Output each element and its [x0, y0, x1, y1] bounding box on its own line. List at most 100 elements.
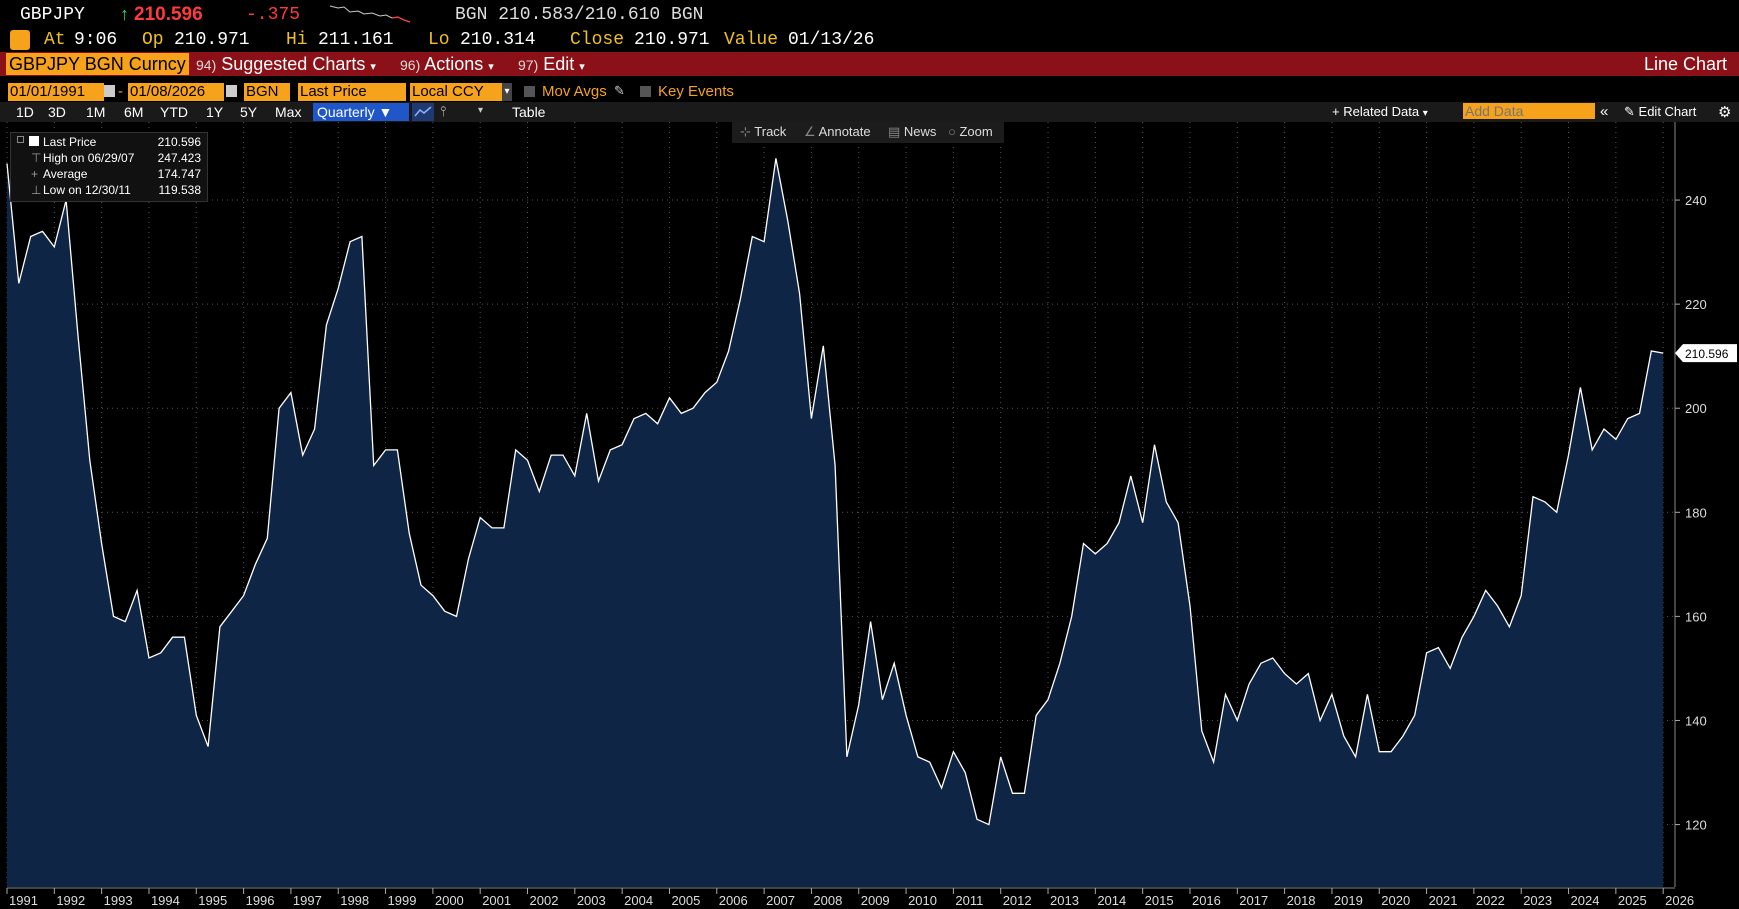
caret-down-icon[interactable]: ▾ [478, 105, 484, 116]
y-tick-label: 160 [1685, 609, 1707, 624]
legend-high-value: 247.423 [157, 151, 201, 165]
pencil-icon[interactable]: ✎ [614, 83, 625, 98]
suggested-label: Suggested Charts [221, 54, 366, 74]
key-events-checkbox[interactable] [640, 86, 651, 97]
calendar-icon[interactable] [226, 85, 237, 97]
currency-selector[interactable]: Local CCY [410, 83, 510, 101]
collapse-icon[interactable]: « [1600, 103, 1609, 120]
at-label: At [44, 30, 66, 50]
actions-menu[interactable]: 96) Actions ▾ [400, 53, 494, 78]
y-tick-label: 220 [1685, 297, 1707, 312]
tool-icon: ▤ [888, 124, 904, 139]
end-date-field[interactable]: 01/08/2026 [128, 83, 224, 101]
tool-label: Annotate [818, 124, 871, 139]
edit-menu[interactable]: 97) Edit ▾ [518, 53, 585, 78]
edit-chart-label: Edit Chart [1638, 104, 1697, 119]
period-button[interactable]: YTD [160, 104, 188, 120]
x-tick-label: 2003 [577, 893, 606, 908]
chart-tool-button[interactable]: ∠ Annotate [804, 124, 871, 140]
mov-avgs-checkbox[interactable] [524, 86, 535, 97]
x-tick-label: 2007 [766, 893, 795, 908]
intraday-sparkline [330, 5, 411, 23]
period-button[interactable]: Max [275, 104, 302, 120]
x-tick-label: 2016 [1192, 893, 1221, 908]
edit-chart-button[interactable]: ✎ Edit Chart [1624, 104, 1696, 120]
y-tick-label: 200 [1685, 401, 1707, 416]
frequency-label: Quarterly [317, 104, 375, 120]
period-button[interactable]: 5Y [240, 104, 258, 120]
security-name[interactable]: GBPJPY BGN Curncy [6, 53, 189, 75]
gear-icon[interactable]: ⚙ [1718, 104, 1732, 121]
high-value: 211.161 [318, 30, 394, 50]
legend-last-label: Last Price [43, 135, 97, 149]
x-tick-label: 2010 [908, 893, 937, 908]
candlestick-icon[interactable]: ⫯ [440, 103, 447, 119]
calendar-icon[interactable] [104, 85, 115, 97]
x-tick-label: 2017 [1239, 893, 1268, 908]
close-label: Close [570, 30, 625, 50]
x-tick-label: 1993 [104, 893, 133, 908]
actions-label: Actions [424, 54, 484, 74]
legend-last-value: 210.596 [157, 135, 201, 149]
alert-icon[interactable] [10, 30, 30, 50]
y-tick-label: 140 [1685, 713, 1707, 728]
x-tick-label: 2015 [1145, 893, 1174, 908]
chart-tool-button[interactable]: ○ Zoom [948, 124, 993, 139]
period-button[interactable]: 1M [86, 104, 106, 120]
collapse-icon[interactable] [17, 136, 24, 143]
related-data-label: Related Data [1343, 104, 1420, 119]
caret-down-icon: ▾ [1422, 108, 1428, 119]
period-button[interactable]: 1D [16, 104, 34, 120]
start-date-field[interactable]: 01/01/1991 [8, 83, 104, 101]
x-tick-label: 1995 [198, 893, 227, 908]
source-field[interactable]: BGN [244, 83, 290, 101]
low-marker-icon: ⊥ [31, 183, 42, 197]
open-label: Op [142, 30, 164, 50]
x-tick-label: 2012 [1003, 893, 1032, 908]
legend-high-label: High on 06/29/07 [43, 151, 135, 165]
tool-label: Track [754, 124, 787, 139]
period-button[interactable]: 6M [124, 104, 144, 120]
y-tick-label: 180 [1685, 505, 1707, 520]
line-chart-glyph [414, 106, 432, 117]
caret-down-icon: ▼ [378, 104, 393, 120]
caret-down-icon: ▾ [488, 61, 494, 73]
period-button[interactable]: 1Y [206, 104, 224, 120]
x-tick-label: 2023 [1523, 893, 1552, 908]
field-selector[interactable]: Last Price [298, 83, 406, 101]
period-button[interactable]: 3D [48, 104, 66, 120]
caret-down-icon[interactable]: ▾ [502, 83, 512, 101]
y-tick-label: 240 [1685, 193, 1707, 208]
line-chart-icon[interactable] [412, 103, 434, 121]
x-tick-label: 2006 [719, 893, 748, 908]
table-button[interactable]: Table [512, 104, 546, 120]
suggested-charts-menu[interactable]: 94) Suggested Charts ▾ [196, 53, 376, 78]
caret-down-icon: ▾ [579, 61, 585, 73]
low-label: Lo [428, 30, 450, 50]
x-tick-label: 1996 [246, 893, 275, 908]
series-swatch [29, 136, 39, 146]
x-tick-label: 2025 [1618, 893, 1647, 908]
tool-icon: ○ [948, 124, 960, 139]
ticker: GBPJPY [20, 5, 85, 25]
frequency-selector[interactable]: Quarterly ▼ [313, 103, 409, 121]
x-tick-label: 1998 [340, 893, 369, 908]
chart-tool-button[interactable]: ⊹ Track [740, 124, 786, 140]
chart-tool-button[interactable]: ▤ News [888, 124, 936, 140]
x-tick-label: 2024 [1571, 893, 1600, 908]
bid-ask: BGN 210.583/210.610 BGN [455, 5, 704, 25]
date-separator: - [118, 83, 123, 100]
last-price-tag: 210.596 [1675, 344, 1737, 363]
x-tick-label: 2019 [1334, 893, 1363, 908]
x-tick-label: 2001 [482, 893, 511, 908]
y-tick-label: 120 [1685, 818, 1707, 833]
last-price-tag-box [1675, 344, 1737, 363]
tool-label: News [903, 124, 937, 139]
add-data-input[interactable] [1463, 103, 1595, 119]
suggested-number: 94) [196, 57, 217, 73]
tool-label: Zoom [959, 124, 993, 139]
related-data-menu[interactable]: + Related Data ▾ [1332, 104, 1428, 119]
x-tick-label: 1997 [293, 893, 322, 908]
x-tick-label: 2020 [1381, 893, 1410, 908]
